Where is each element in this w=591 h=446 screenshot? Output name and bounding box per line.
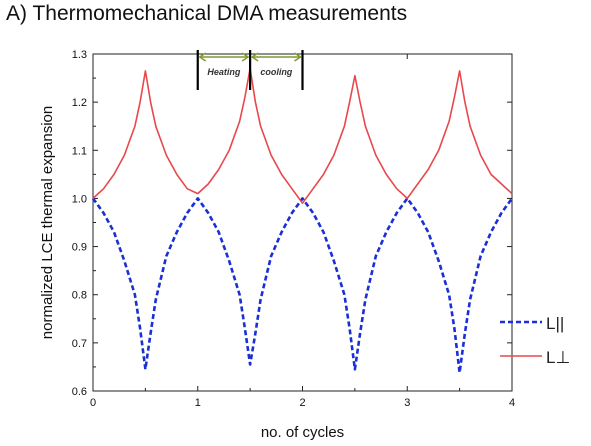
x-tick-label: 3 <box>404 397 410 409</box>
legend: L|| L⊥ <box>500 314 570 367</box>
series-line-parallel <box>91 197 514 375</box>
y-tick-label: 1.1 <box>72 145 87 157</box>
legend-label-parallel: L|| <box>546 314 564 333</box>
y-tick-label: 0.9 <box>72 242 87 254</box>
cooling-arrow-head-right <box>294 52 302 62</box>
x-tick-label: 2 <box>299 397 305 409</box>
y-tick-label: 1.0 <box>72 193 87 205</box>
x-tick-label: 1 <box>195 397 201 409</box>
y-tick-label: 0.6 <box>72 386 87 398</box>
heating-label: Heating <box>207 67 241 77</box>
y-tick-label: 1.2 <box>72 97 87 109</box>
series-lines <box>91 67 514 375</box>
y-axis-label: normalized LCE thermal expansion <box>39 106 56 339</box>
y-tick-label: 0.8 <box>72 290 87 302</box>
x-axis-label: no. of cycles <box>261 424 344 441</box>
page-title: A) Thermomechanical DMA measurements <box>6 2 408 25</box>
axes: 0 1 2 3 4 0.6 0.7 0.8 0.9 1.0 1.1 1.2 1.3 no. of cycl… <box>39 49 515 441</box>
y-tick-label: 1.3 <box>72 49 87 61</box>
annotations: Heating cooling <box>196 50 304 90</box>
legend-label-perpendicular: L⊥ <box>546 348 570 367</box>
heating-arrow-head-left <box>198 52 207 62</box>
plot-frame <box>92 53 513 392</box>
y-tick-label: 0.7 <box>72 338 87 350</box>
series-line-perpendicular <box>92 67 513 204</box>
heating-arrow-head-right <box>241 52 250 62</box>
x-tick-label: 0 <box>90 397 96 409</box>
cooling-label: cooling <box>260 67 292 77</box>
cooling-arrow-head-left <box>250 52 259 62</box>
x-tick-label: 4 <box>509 397 515 409</box>
